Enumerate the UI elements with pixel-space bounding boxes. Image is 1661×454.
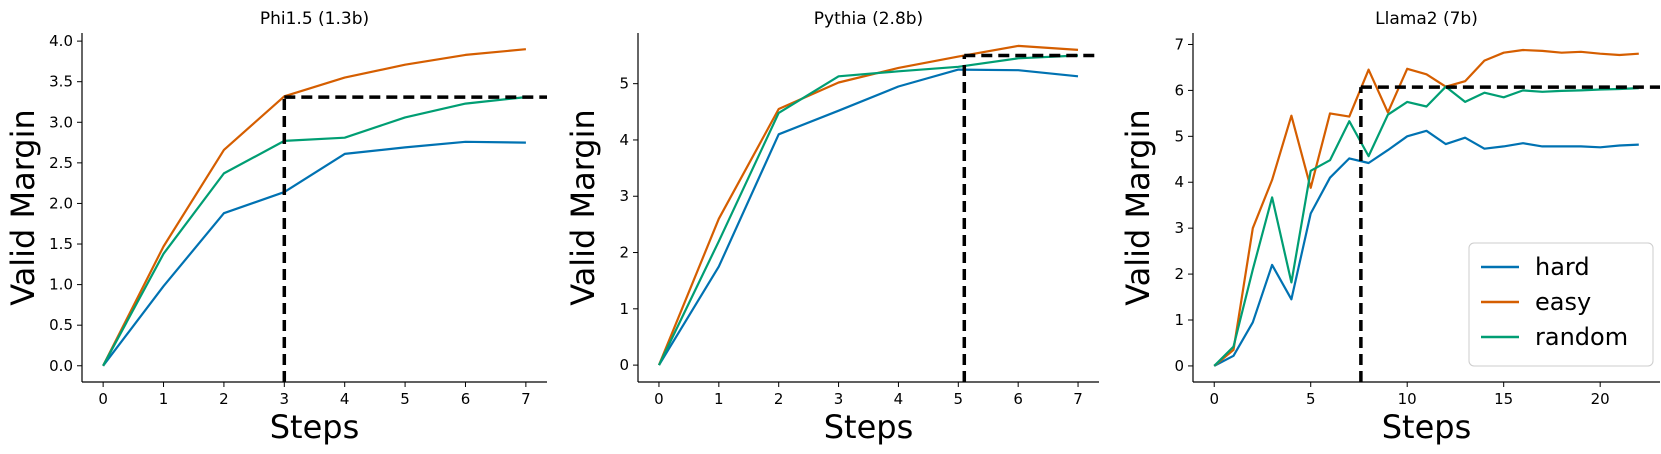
y-tick-label: 7	[1174, 35, 1184, 53]
y-tick-label: 2	[1174, 265, 1184, 283]
x-tick-label: 10	[1398, 390, 1417, 408]
y-tick-label: 4	[1174, 173, 1184, 191]
series-line-random	[1213, 85, 1639, 367]
x-tick-label: 5	[954, 390, 964, 408]
series-line-hard	[658, 68, 1079, 366]
x-tick-label: 6	[1013, 390, 1023, 408]
x-axis-label: Steps	[270, 408, 360, 446]
x-tick-label: 0	[98, 390, 108, 408]
y-tick-label: 1	[1174, 311, 1184, 329]
x-tick-label: 0	[1209, 390, 1219, 408]
x-tick-label: 1	[714, 390, 724, 408]
y-tick-label: 3	[619, 187, 629, 205]
y-tick-label: 1.0	[49, 276, 73, 294]
x-tick-label: 20	[1591, 390, 1610, 408]
y-tick-label: 2.0	[49, 194, 73, 212]
y-tick-label: 6	[1174, 81, 1184, 99]
x-tick-label: 2	[219, 390, 229, 408]
series-line-random	[102, 96, 527, 367]
x-axis-label: Steps	[824, 408, 914, 446]
y-tick-label: 0	[1174, 357, 1184, 375]
legend-box	[1468, 242, 1654, 367]
x-tick-label: 4	[340, 390, 350, 408]
y-tick-label: 5	[1174, 127, 1184, 145]
subplot-1: Phi1.5 (1.3b) 0 1 2 3 4 5 6 7 0.0 0.5 1.0 1.5 2.0 2.5 3…	[4, 9, 547, 446]
subplot-title: Pythia (2.8b)	[814, 9, 923, 29]
x-tick-label: 4	[894, 390, 904, 408]
y-axis-label: Valid Margin	[4, 109, 42, 306]
series-line-random	[658, 54, 1079, 366]
subplot-2: Pythia (2.8b) 0 1 2 3 4 5 6 7 0 1 2 3 4 5 Steps Valid Ma…	[564, 9, 1099, 446]
series-line-easy	[102, 48, 527, 367]
y-tick-label: 3.5	[49, 73, 73, 91]
y-tick-label: 3	[1174, 219, 1184, 237]
y-tick-label: 2.5	[49, 154, 73, 172]
legend-label-random: random	[1535, 323, 1628, 351]
x-tick-label: 3	[834, 390, 844, 408]
x-tick-label: 2	[774, 390, 784, 408]
x-axis-label: Steps	[1382, 408, 1472, 446]
y-tick-label: 0	[619, 356, 629, 374]
x-tick-label: 0	[654, 390, 664, 408]
y-tick-label: 0.5	[49, 316, 73, 334]
x-tick-label: 5	[400, 390, 410, 408]
y-tick-label: 1	[619, 300, 629, 318]
x-tick-label: 7	[1073, 390, 1083, 408]
y-tick-label: 0.0	[49, 357, 73, 375]
y-tick-label: 4.0	[49, 32, 73, 50]
subplot-3: Llama2 (7b) 0 5 10 15 20 0 1 2 3 4 5 6 7 Steps Valid Ma…	[1119, 9, 1660, 446]
x-tick-label: 3	[280, 390, 290, 408]
subplot-title: Phi1.5 (1.3b)	[260, 9, 369, 29]
y-tick-label: 3.0	[49, 113, 73, 131]
y-tick-label: 4	[619, 131, 629, 149]
legend-label-hard: hard	[1535, 253, 1590, 281]
y-tick-label: 2	[619, 244, 629, 262]
x-tick-label: 1	[159, 390, 169, 408]
y-axis-label: Valid Margin	[564, 109, 602, 306]
legend-label-easy: easy	[1535, 288, 1591, 316]
legend: hard easy random	[1468, 242, 1654, 367]
x-tick-label: 5	[1306, 390, 1316, 408]
x-tick-label: 6	[461, 390, 471, 408]
x-tick-label: 15	[1494, 390, 1513, 408]
series-line-hard	[1213, 129, 1639, 367]
y-axis-label: Valid Margin	[1119, 109, 1157, 306]
y-tick-label: 1.5	[49, 235, 73, 253]
series-line-hard	[102, 140, 526, 367]
series-line-easy	[1213, 48, 1639, 367]
x-tick-label: 7	[521, 390, 531, 408]
y-tick-label: 5	[619, 75, 629, 93]
series-line-easy	[657, 44, 1079, 366]
subplot-title: Llama2 (7b)	[1375, 9, 1478, 29]
